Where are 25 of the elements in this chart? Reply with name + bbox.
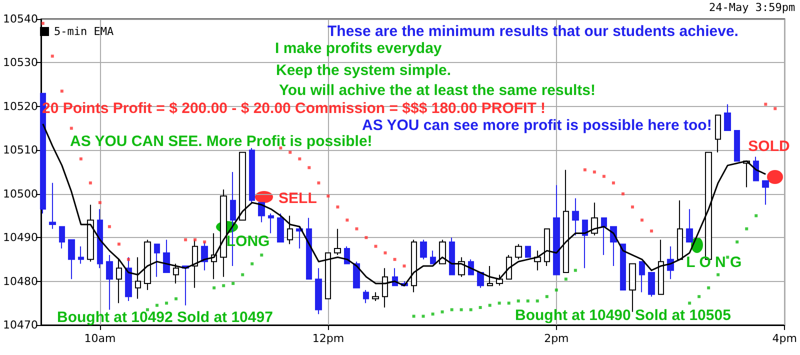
y-tick-label: 10520 [2, 100, 38, 113]
annotation: L O N G [686, 254, 742, 271]
annotation: SELL [278, 190, 317, 207]
y-tick-label: 10530 [2, 56, 38, 70]
x-tick-label: 2pm [544, 332, 569, 345]
x-tick-label: 10am [84, 332, 116, 345]
annotation: Keep the system simple. [276, 62, 452, 78]
annotation: Bought at 10490 Sold at 10505 [515, 306, 731, 324]
x-tick-label: 12pm [312, 332, 344, 345]
y-tick-label: 10500 [2, 187, 38, 200]
text: 24-May 3:59pm [709, 1, 796, 14]
y-tick-label: 10510 [2, 144, 38, 157]
x-tick-label: 4pm [772, 332, 798, 345]
annotation: These are the minimum results that our students achieve. [328, 22, 738, 40]
y-tick-label: 10490 [2, 231, 38, 244]
annotation: I make profits everyday [275, 40, 442, 56]
y-tick-label: 10480 [2, 274, 38, 288]
annotation: AS YOU can see more profit is possible here too! [362, 116, 712, 134]
annotation: Bought at 10492 Sold at 10497 [57, 308, 273, 326]
annotation: AS YOU CAN SEE. More Profit is possible! [70, 132, 372, 150]
annotation: You will achive the at least the same results! [279, 82, 596, 98]
y-tick-label: 10470 [2, 318, 38, 332]
annotation: SOLD [748, 138, 790, 156]
legend-label: 5-min EMA [54, 25, 114, 38]
y-tick-label: 10540 [2, 12, 38, 26]
